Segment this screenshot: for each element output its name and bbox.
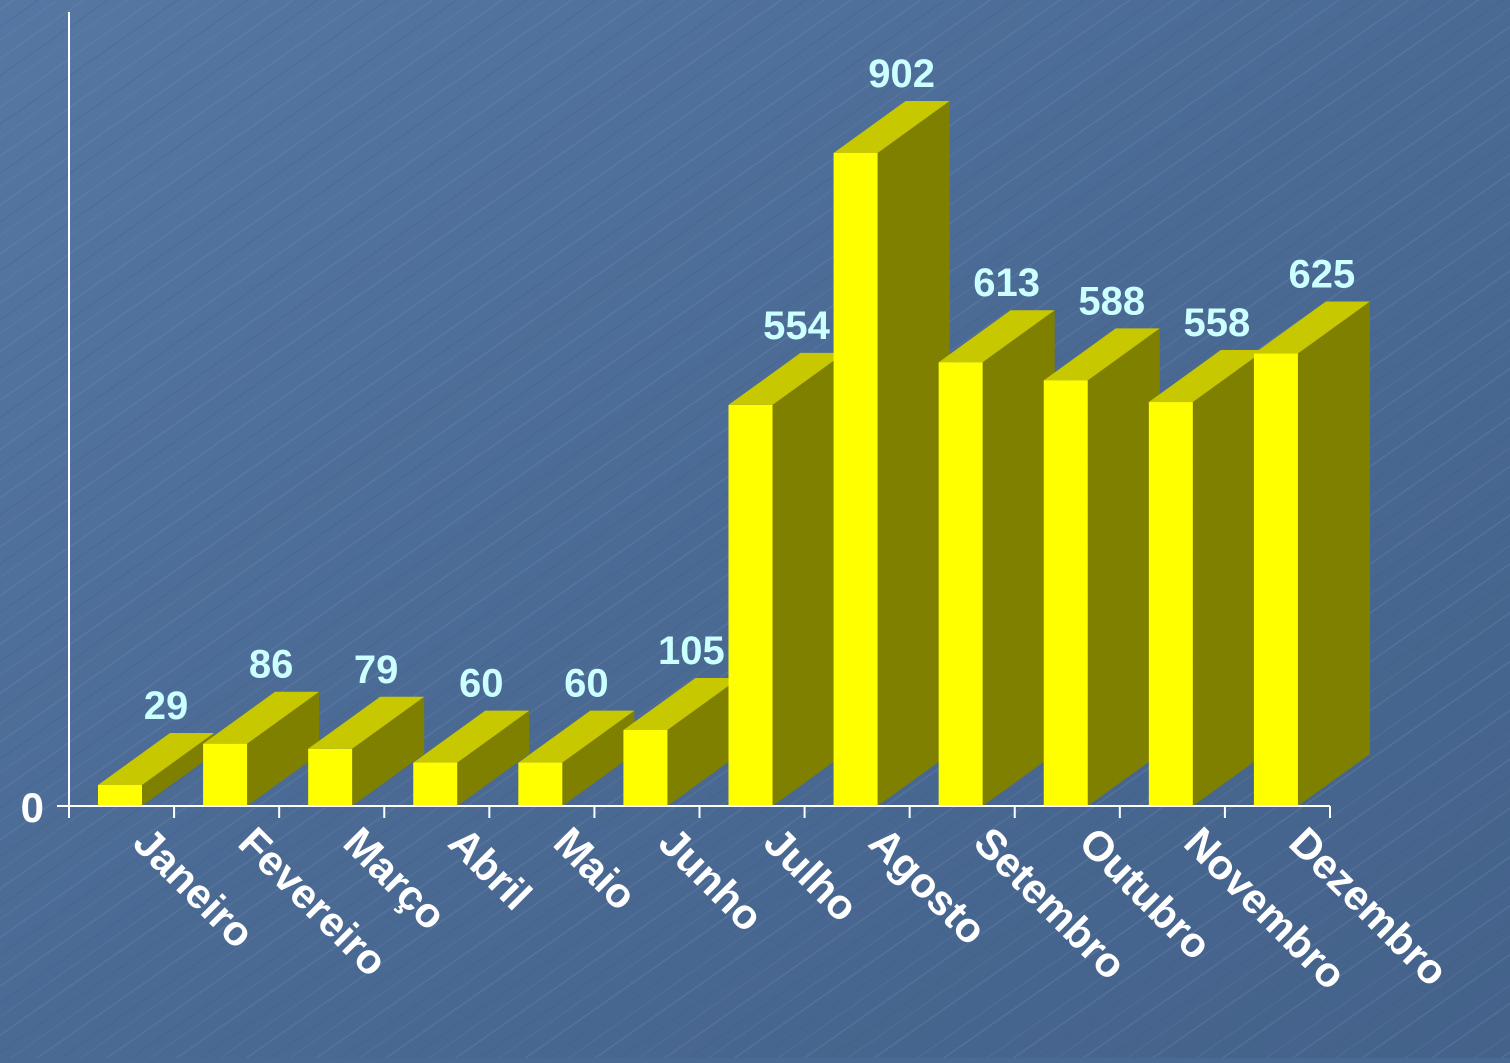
- bar-side: [1087, 328, 1160, 806]
- bar: [623, 729, 668, 806]
- bar-group: [518, 710, 635, 806]
- bar-side: [247, 691, 320, 806]
- data-label: 29: [144, 684, 189, 728]
- bar-group: [728, 352, 845, 806]
- bar-group: [1253, 301, 1370, 806]
- axis-layer: 0: [21, 12, 1331, 831]
- bar-side: [982, 310, 1055, 806]
- data-label: 625: [1289, 253, 1356, 297]
- data-label: 60: [564, 662, 609, 706]
- bar: [938, 362, 983, 806]
- bar-side: [562, 710, 635, 806]
- data-label: 79: [354, 648, 399, 692]
- bars-layer: [98, 101, 1370, 806]
- bar-top: [98, 733, 214, 786]
- bar-side: [877, 101, 950, 806]
- bar-group: [203, 691, 320, 806]
- bar-group: [98, 733, 214, 806]
- bar-top: [623, 677, 740, 730]
- bar: [518, 762, 563, 806]
- bar: [1148, 402, 1193, 806]
- bar-top: [833, 101, 950, 153]
- bar-top: [1253, 301, 1370, 354]
- bar-side: [142, 733, 214, 806]
- bar: [833, 153, 878, 806]
- bar-group: [938, 310, 1055, 806]
- bar: [203, 743, 248, 806]
- bar-top: [1043, 328, 1160, 381]
- bar-top: [518, 710, 635, 763]
- y-tick-label: 0: [21, 784, 44, 831]
- bar-side: [352, 696, 425, 806]
- bar-group: [1043, 328, 1160, 806]
- data-label: 613: [973, 261, 1040, 305]
- bar: [1253, 353, 1298, 806]
- bar-side: [1297, 301, 1370, 806]
- bar-top: [413, 710, 530, 763]
- bar-top: [938, 310, 1055, 363]
- bar-top: [1148, 350, 1265, 403]
- bar-side: [1192, 350, 1265, 806]
- bar-group: [623, 677, 740, 806]
- bar-top: [308, 696, 425, 749]
- bar-group: [1148, 350, 1265, 806]
- data-label: 588: [1078, 279, 1145, 323]
- data-label: 60: [459, 662, 504, 706]
- bar-top: [728, 352, 845, 405]
- bar-top: [203, 691, 320, 744]
- data-label: 558: [1183, 301, 1250, 345]
- data-label: 902: [868, 52, 935, 96]
- bar: [1043, 380, 1088, 806]
- bar-side: [772, 352, 845, 806]
- data-label: 86: [249, 643, 294, 687]
- bar-group: [413, 710, 530, 806]
- bar-group: [308, 696, 425, 806]
- bar: [308, 748, 353, 806]
- bar-group: [833, 101, 950, 806]
- data-label: 105: [658, 629, 725, 673]
- bar-side: [457, 710, 530, 806]
- bar: [728, 404, 773, 806]
- bar-side: [667, 677, 740, 806]
- bar: [98, 785, 142, 806]
- data-label: 554: [763, 304, 830, 348]
- bar: [413, 762, 458, 806]
